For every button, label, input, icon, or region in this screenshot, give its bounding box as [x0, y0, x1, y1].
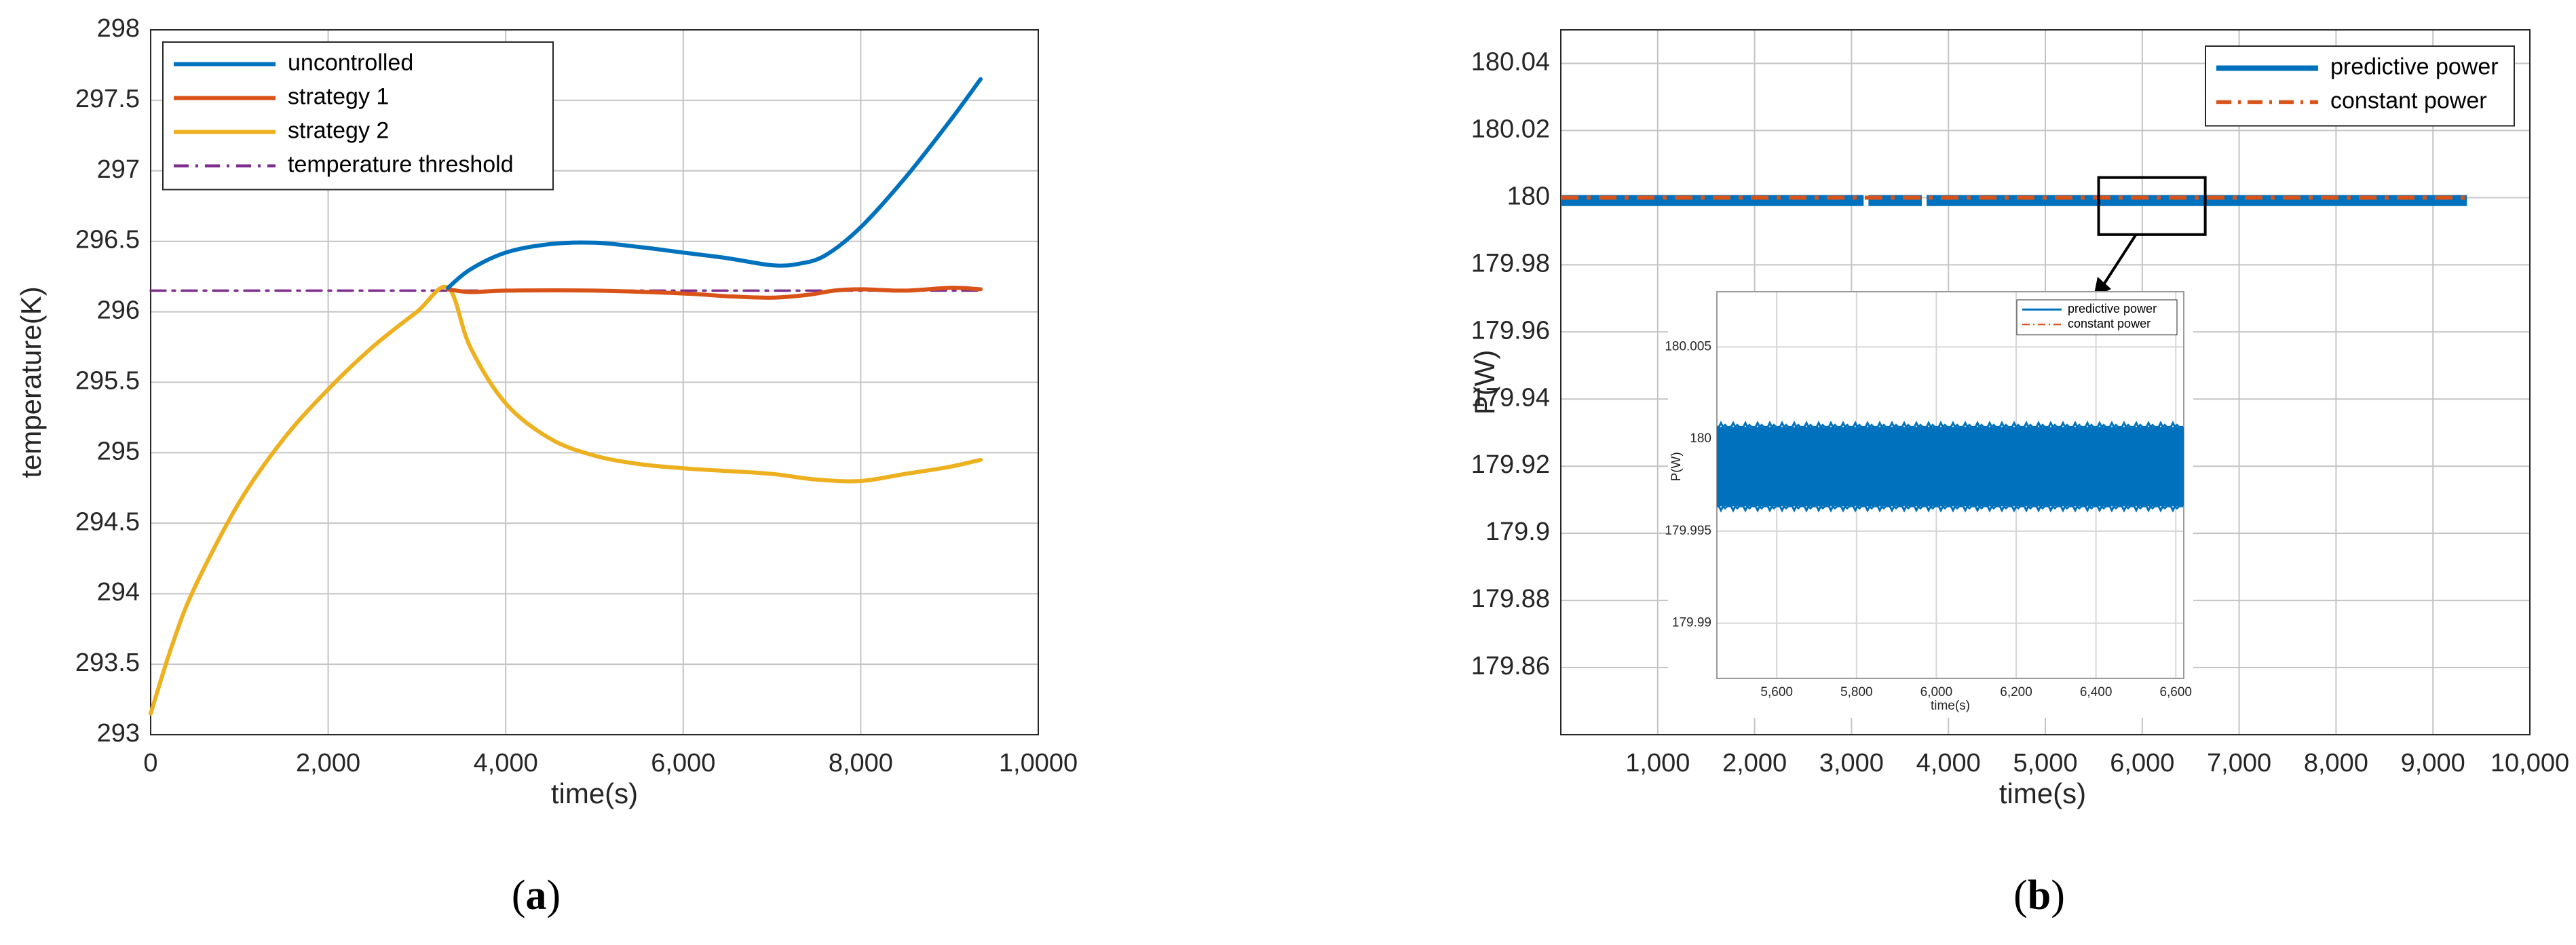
panel-a-chart: 0 2,000 4,000 6,000 8,000 1,0000 293293.52942…	[15, 14, 1078, 919]
panel-b-y-tick-label-0: 179.86	[1471, 652, 1550, 680]
panel-a-x-tick-label-5: 1,0000	[999, 749, 1078, 777]
panel-b-inset-predictive-band	[1717, 427, 2184, 507]
panel-a-legend-label-3: temperature threshold	[288, 151, 514, 177]
panel-a-x-axis-label: time(s)	[551, 777, 638, 809]
panel-b-inset-legend: predictive power constant power	[2016, 299, 2178, 336]
panel-b-inset-y-tick-label-0: 179.99	[1672, 616, 1711, 630]
panel-b-caption-close: )	[2051, 872, 2065, 919]
panel-b-legend-label-1: constant power	[2330, 88, 2487, 113]
panel-a-series-line-1	[446, 286, 983, 300]
panel-a-y-tick-label-6: 296	[97, 296, 140, 325]
panel-b-zoom-box	[2097, 176, 2207, 236]
panel-b-inset-x-tick-label-4: 6,400	[2080, 685, 2113, 699]
panel-b-y-tick-label-2: 179.9	[1485, 518, 1550, 546]
panel-a-caption: (a)	[512, 872, 561, 919]
panel-b-x-tick-label-6: 7,000	[2207, 749, 2271, 777]
panel-a-y-tick-label-8: 297	[97, 155, 140, 184]
panel-a-series	[149, 77, 983, 716]
panel-a-y-axis-label: temperature(K)	[15, 286, 47, 478]
panel-a-legend-label-2: strategy 2	[288, 117, 389, 143]
panel-b-inset-y-tick-label-3: 180.005	[1665, 339, 1711, 353]
panel-a-series-line-2	[149, 284, 983, 716]
panel-b-y-tick-label-1: 179.88	[1471, 585, 1550, 613]
panel-b-plot-frame	[1560, 29, 2531, 735]
panel-b-y-tick-label-8: 180.02	[1471, 115, 1550, 143]
panel-a-y-tick-labels: 293 293.5 294 294.5 295 295.5 296 296.5 297 297.5…	[75, 14, 140, 748]
panel-b-series	[1561, 195, 2467, 206]
panel-b-y-tick-labels: 179.86 179.88 179.9 179.92 179.94 179.96 179.9…	[1471, 48, 1550, 681]
panel-b-inset-band-top-edge	[1717, 421, 2183, 429]
panel-b-chart: 1,000 2,000 3,000 4,000 5,000 6,000 7,000 8,000…	[1469, 29, 2569, 919]
panel-b-y-tick-label-5: 179.96	[1471, 316, 1550, 345]
panel-b-inset-y-tick-label-1: 179.995	[1665, 524, 1711, 538]
panel-b-caption-open: (	[2013, 872, 2028, 919]
panel-b-x-axis-label: time(s)	[1999, 777, 2086, 809]
panel-b-inset-x-axis-label: time(s)	[1931, 699, 1970, 713]
panel-b-caption: (b)	[2013, 872, 2065, 919]
panel-a-legend: uncontrolled strategy 1 strategy 2 temperat…	[162, 41, 554, 191]
panel-a-x-tick-label-1: 2,000	[296, 749, 360, 777]
panel-a-legend-label-0: uncontrolled	[288, 50, 413, 75]
panel-a-y-tick-label-7: 296.5	[75, 226, 140, 254]
panel-b-x-tick-label-1: 2,000	[1722, 749, 1787, 777]
panel-b-y-tick-label-9: 180.04	[1471, 48, 1550, 77]
panel-a-x-tick-label-0: 0	[143, 749, 157, 777]
panel-b-inset-chart: 5,600 5,800 6,000 6,200 6,400 6,600179.99179.…	[1665, 291, 2193, 718]
panel-b-x-tick-label-9: 10,000	[2490, 749, 2569, 777]
panel-b-inset-band-bottom-edge	[1717, 504, 2183, 513]
panel-a-x-tick-labels: 0 2,000 4,000 6,000 8,000 1,0000	[143, 749, 1078, 777]
panel-b-inset-x-tick-label-5: 6,600	[2159, 685, 2192, 699]
panel-b-x-tick-labels: 1,000 2,000 3,000 4,000 5,000 6,000 7,000 8,000…	[1625, 749, 2569, 777]
panel-a-x-tick-label-4: 8,000	[829, 749, 893, 777]
panel-a-legend-label-1: strategy 1	[288, 83, 389, 109]
panel-b-legend-label-0: predictive power	[2330, 54, 2499, 79]
panel-b-zoom-arrow-shaft	[2100, 233, 2138, 289]
panel-b-y-tick-label-7: 180	[1507, 182, 1550, 210]
panel-a-plot-frame	[150, 29, 1039, 735]
panel-a-caption-letter: a	[526, 872, 547, 919]
panel-a-caption-close: )	[547, 872, 561, 919]
panel-b-y-tick-label-3: 179.92	[1471, 450, 1550, 479]
panel-a-series-line-0	[446, 77, 983, 290]
panel-b-inset-y-axis-label: P(W)	[1669, 452, 1684, 481]
panel-a-y-tick-label-2: 294	[97, 578, 140, 606]
panel-a-x-tick-label-2: 4,000	[474, 749, 538, 777]
panel-a-y-tick-label-0: 293	[97, 719, 140, 748]
panel-b-caption-letter: b	[2028, 872, 2051, 919]
panel-a-caption-open: (	[512, 872, 526, 919]
panel-a-y-tick-label-3: 294.5	[75, 507, 140, 536]
panel-a-y-tick-label-5: 295.5	[75, 367, 140, 396]
panel-b-x-tick-label-3: 4,000	[1916, 749, 1981, 777]
panel-b-legend-box	[2205, 45, 2515, 127]
panel-b-x-tick-label-0: 1,000	[1625, 749, 1690, 777]
panel-a-y-tick-label-1: 293.5	[75, 649, 140, 677]
panel-b-y-tick-label-6: 179.98	[1471, 249, 1550, 277]
panel-b-inset-x-tick-labels: 5,600 5,800 6,000 6,200 6,400 6,600	[1760, 685, 2192, 699]
panel-b-x-tick-label-5: 6,000	[2110, 749, 2174, 777]
panel-b-inset-x-tick-label-2: 6,000	[1920, 685, 1953, 699]
panel-b-inset-x-tick-label-1: 5,800	[1840, 685, 1873, 699]
panel-b-inset-x-tick-label-3: 6,200	[2000, 685, 2032, 699]
panel-b-inset-y-tick-label-2: 180	[1690, 431, 1711, 446]
panel-a-y-tick-label-9: 297.5	[75, 85, 140, 113]
panel-b-x-tick-label-8: 9,000	[2401, 749, 2465, 777]
panel-b-predictive-band-0	[1561, 195, 1864, 206]
panel-b-x-tick-label-7: 8,000	[2304, 749, 2368, 777]
panel-a-x-tick-label-3: 6,000	[651, 749, 715, 777]
panel-b-legend: predictive power constant power	[2205, 45, 2515, 127]
panel-b-x-tick-label-4: 5,000	[2013, 749, 2077, 777]
panel-b-y-tick-label-4: 179.94	[1471, 383, 1550, 412]
panel-b-inset-x-tick-label-0: 5,600	[1760, 685, 1793, 699]
panel-a-y-tick-label-4: 295	[97, 437, 140, 465]
panel-b-x-tick-label-2: 3,000	[1819, 749, 1884, 777]
panel-b-inset-legend-label-1: constant power	[2068, 317, 2151, 330]
panel-b-y-axis-label: P(W)	[1469, 350, 1500, 415]
panel-b-inset-y-tick-labels: 179.99 179.995 180 180.005	[1665, 339, 1711, 630]
panel-b-inset-legend-label-0: predictive power	[2068, 302, 2157, 315]
panel-b-inset-legend-box	[2016, 299, 2178, 336]
panel-a-y-tick-label-10: 298	[97, 14, 140, 43]
